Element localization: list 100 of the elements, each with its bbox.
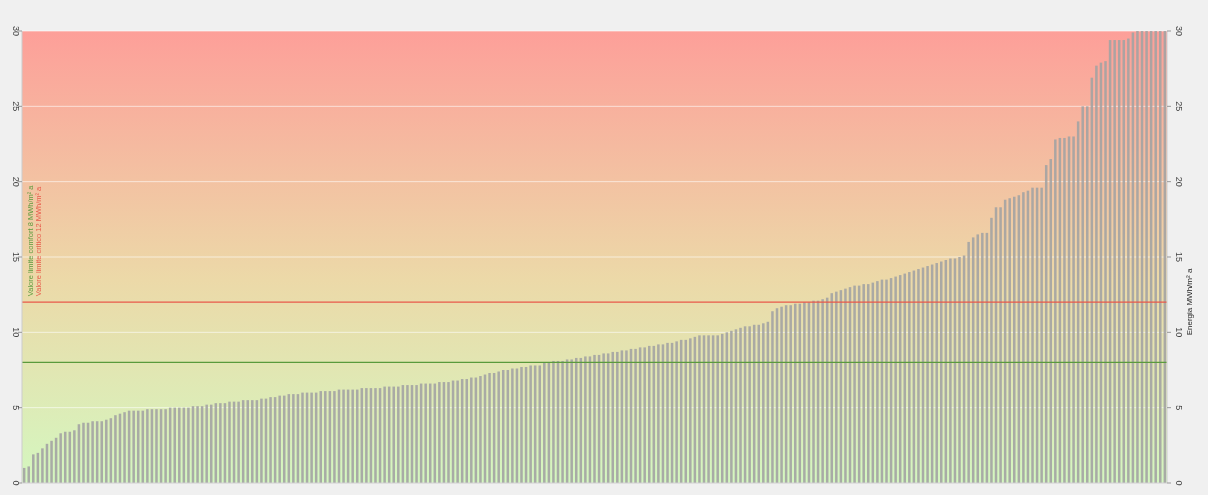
bar — [844, 288, 847, 483]
bar — [657, 344, 660, 483]
bar — [324, 391, 327, 483]
bar — [529, 365, 532, 483]
bar — [178, 407, 181, 483]
y-tick-label: 5 — [11, 405, 21, 411]
bar — [1013, 196, 1016, 483]
bar — [114, 415, 117, 483]
bar — [570, 359, 573, 483]
bar — [292, 394, 295, 483]
bar — [447, 382, 450, 483]
bar — [552, 360, 555, 483]
bar — [602, 353, 605, 483]
bar — [1072, 136, 1075, 483]
bar — [1095, 65, 1098, 483]
bar — [32, 454, 35, 483]
bar — [611, 351, 615, 483]
bar — [684, 339, 688, 483]
bar — [511, 368, 514, 483]
bar — [1154, 31, 1157, 483]
bar — [917, 269, 920, 483]
bar — [383, 386, 386, 483]
bar — [1136, 31, 1139, 483]
bar — [187, 407, 190, 483]
bar — [648, 345, 651, 483]
y2-tick-label: 10 — [1174, 327, 1184, 338]
bar — [1081, 106, 1084, 483]
bar — [173, 407, 176, 483]
bar — [1040, 187, 1043, 483]
bar — [132, 410, 135, 483]
bar — [1054, 139, 1057, 483]
bar — [278, 395, 281, 483]
bar — [967, 241, 970, 483]
bar — [1104, 61, 1107, 483]
bar — [520, 366, 523, 483]
bar — [666, 342, 669, 483]
y-tick-label: 15 — [11, 251, 21, 263]
bar — [365, 388, 368, 483]
bar — [812, 300, 815, 483]
bar — [91, 421, 94, 483]
bar — [397, 386, 400, 483]
bar — [269, 397, 272, 483]
bar — [406, 385, 409, 483]
bar — [940, 261, 943, 483]
y2-tick-label: 5 — [1174, 405, 1184, 411]
y2-tick-label: 20 — [1174, 176, 1184, 187]
bar — [1063, 137, 1066, 483]
bar — [465, 379, 468, 483]
bar — [27, 466, 30, 483]
bar — [260, 398, 263, 483]
y2-tick-label: 30 — [1174, 25, 1184, 37]
bar — [739, 327, 742, 483]
bar — [780, 306, 783, 483]
bar — [456, 380, 459, 483]
bar — [616, 351, 619, 483]
bar — [730, 330, 733, 483]
y-tick-label: 10 — [11, 327, 21, 338]
bar — [1031, 187, 1034, 483]
bar — [876, 281, 879, 483]
bar — [926, 266, 929, 483]
bar — [762, 323, 765, 483]
bar — [885, 279, 888, 483]
y-tick-label: 25 — [11, 101, 21, 112]
bar — [146, 409, 149, 483]
bar — [41, 448, 44, 483]
bar — [675, 341, 678, 483]
bar — [228, 401, 231, 483]
bar — [219, 403, 222, 483]
bar — [721, 333, 724, 483]
bar — [205, 404, 208, 483]
bar — [351, 389, 354, 483]
bar — [862, 284, 865, 483]
bar — [999, 207, 1002, 483]
bar — [981, 232, 984, 483]
bar — [105, 419, 108, 483]
bar — [1127, 38, 1130, 483]
bar — [415, 385, 418, 483]
bar — [424, 383, 427, 483]
bar — [716, 335, 719, 483]
bar — [470, 377, 473, 483]
bar — [689, 338, 692, 483]
bar — [575, 357, 578, 483]
bar — [1008, 198, 1011, 483]
bar — [543, 362, 546, 483]
bar — [59, 433, 62, 483]
y2-tick-label: 15 — [1174, 251, 1184, 263]
bar — [123, 412, 126, 483]
bar — [164, 409, 167, 483]
bar — [1113, 40, 1116, 483]
bar — [1022, 192, 1025, 483]
bar — [625, 350, 628, 483]
bar — [853, 285, 856, 483]
bar — [73, 430, 76, 483]
bar — [479, 376, 482, 483]
bar — [707, 335, 710, 483]
bar — [301, 392, 304, 483]
bar — [333, 391, 336, 483]
bar — [803, 302, 806, 483]
bar — [958, 257, 961, 483]
bar — [310, 392, 313, 483]
